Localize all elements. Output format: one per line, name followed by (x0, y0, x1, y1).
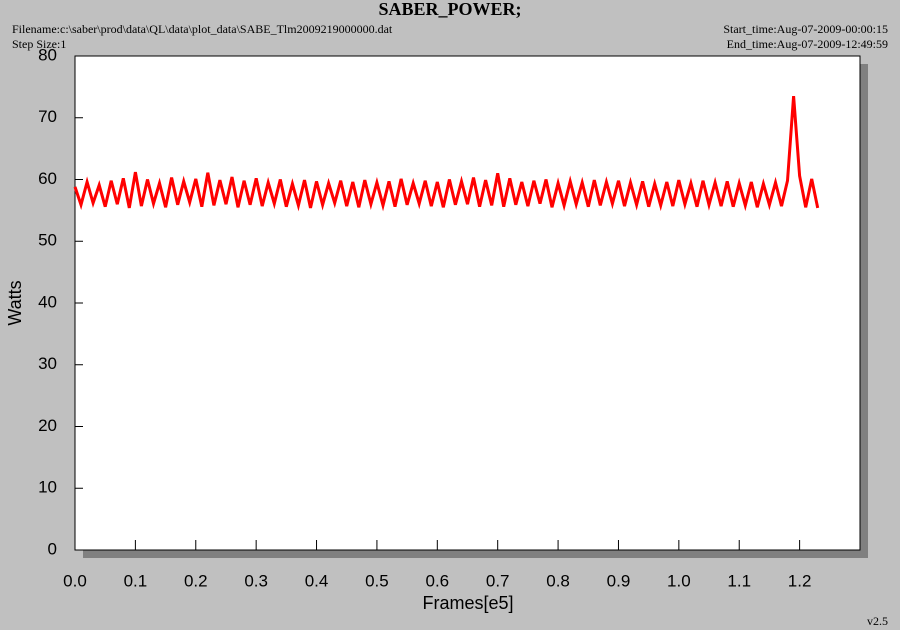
plot-area (74, 55, 861, 551)
y-tick-label: 60 (38, 169, 57, 188)
y-axis-label: Watts (5, 280, 25, 325)
y-tick-label: 20 (38, 416, 57, 435)
chart-title: SABER_POWER; (378, 0, 521, 19)
y-tick-label: 10 (38, 478, 57, 497)
y-tick-label: 80 (38, 45, 57, 64)
y-tick-label: 30 (38, 354, 57, 373)
y-tick-label: 70 (38, 107, 57, 126)
x-tick-label: 0.7 (486, 571, 510, 590)
x-tick-label: 1.2 (788, 571, 812, 590)
filename: Filename:c:\saber\prod\data\QL\data\plot… (12, 22, 393, 36)
x-tick-label: 1.1 (727, 571, 751, 590)
y-tick-label: 40 (38, 292, 57, 311)
y-tick-label: 50 (38, 231, 57, 250)
x-tick-label: 0.4 (305, 571, 329, 590)
version: v2.5 (867, 614, 888, 628)
x-tick-label: 0.0 (63, 571, 87, 590)
x-tick-label: 0.9 (607, 571, 631, 590)
x-tick-label: 0.6 (425, 571, 449, 590)
x-tick-label: 0.8 (546, 571, 570, 590)
x-tick-label: 0.5 (365, 571, 389, 590)
x-axis-label: Frames[e5] (422, 593, 513, 613)
start-time: Start_time:Aug-07-2009-00:00:15 (723, 22, 888, 36)
end-time: End_time:Aug-07-2009-12:49:59 (727, 37, 888, 51)
x-tick-label: 1.0 (667, 571, 691, 590)
data-line (73, 95, 820, 212)
x-tick-label: 0.2 (184, 571, 208, 590)
x-tick-label: 0.1 (124, 571, 148, 590)
step-size: Step Size:1 (12, 37, 66, 51)
x-tick-label: 0.3 (244, 571, 268, 590)
y-tick-label: 0 (48, 539, 57, 558)
